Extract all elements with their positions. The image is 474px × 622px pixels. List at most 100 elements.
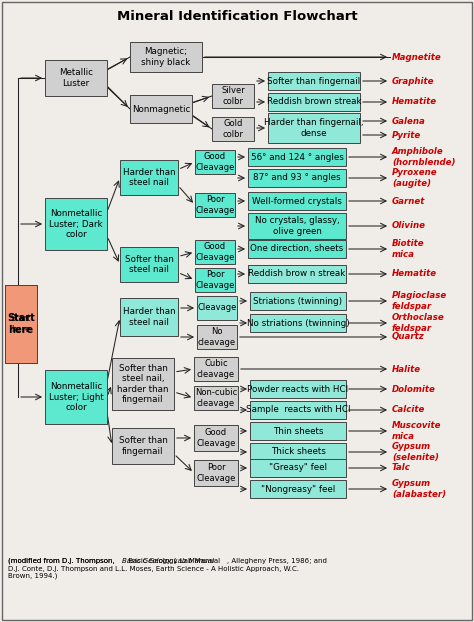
Text: Reddish brown streak: Reddish brown streak (267, 98, 361, 106)
FancyBboxPatch shape (5, 285, 37, 363)
FancyBboxPatch shape (194, 386, 238, 410)
Text: No
cleavage: No cleavage (198, 327, 236, 346)
Text: Softer than
steel nail,
harder than
fingernail: Softer than steel nail, harder than fing… (117, 364, 169, 404)
Text: Calcite: Calcite (392, 406, 425, 414)
FancyBboxPatch shape (112, 358, 174, 410)
Text: Powder reacts with HCl: Powder reacts with HCl (247, 384, 348, 394)
Text: Nonmetallic
Luster; Dark
color: Nonmetallic Luster; Dark color (49, 209, 103, 239)
FancyBboxPatch shape (194, 460, 238, 486)
FancyBboxPatch shape (120, 160, 178, 195)
FancyBboxPatch shape (194, 425, 238, 451)
FancyBboxPatch shape (195, 150, 235, 174)
Text: Start
here: Start here (7, 313, 35, 335)
Text: Softer than
fingernail: Softer than fingernail (118, 436, 167, 456)
Text: Poor
Cleavage: Poor Cleavage (195, 195, 235, 215)
FancyBboxPatch shape (130, 95, 192, 123)
FancyBboxPatch shape (250, 292, 346, 310)
FancyBboxPatch shape (45, 60, 107, 96)
FancyBboxPatch shape (250, 443, 346, 461)
Text: Cubic
cleavage: Cubic cleavage (197, 360, 235, 379)
Text: Pyroxene
(augite): Pyroxene (augite) (392, 169, 438, 188)
Text: Magnetic;
shiny black: Magnetic; shiny black (141, 47, 191, 67)
FancyBboxPatch shape (268, 72, 360, 90)
Text: Good
Cleavage: Good Cleavage (195, 243, 235, 262)
Text: Biotite
mica: Biotite mica (392, 239, 425, 259)
Text: Poor
Cleavage: Poor Cleavage (195, 271, 235, 290)
Text: Garnet: Garnet (392, 197, 425, 205)
Text: Gypsum
(selenite): Gypsum (selenite) (392, 442, 439, 462)
Text: Softer than
steel nail: Softer than steel nail (125, 255, 173, 274)
Text: Olivine: Olivine (392, 221, 426, 231)
FancyBboxPatch shape (250, 480, 346, 498)
FancyBboxPatch shape (268, 93, 360, 111)
FancyBboxPatch shape (248, 213, 346, 239)
FancyBboxPatch shape (248, 148, 346, 166)
FancyBboxPatch shape (248, 192, 346, 210)
Text: Halite: Halite (392, 364, 421, 373)
Text: Pyrite: Pyrite (392, 131, 421, 139)
Text: Harder than
steel nail: Harder than steel nail (123, 168, 175, 187)
Text: Galena: Galena (392, 116, 426, 126)
Text: Cleavage: Cleavage (197, 304, 237, 312)
Text: Hematite: Hematite (392, 269, 437, 279)
Text: 56° and 124 ° angles: 56° and 124 ° angles (251, 152, 344, 162)
Text: (modified from D.J. Thompson,: (modified from D.J. Thompson, (8, 558, 126, 565)
FancyBboxPatch shape (248, 169, 346, 187)
Text: Muscovite
mica: Muscovite mica (392, 421, 441, 441)
Text: Softer than fingernail: Softer than fingernail (267, 77, 361, 85)
Text: No striations (twinning): No striations (twinning) (246, 318, 349, 328)
Text: Striations (twinning): Striations (twinning) (254, 297, 343, 305)
FancyBboxPatch shape (197, 325, 237, 349)
Text: "Nongreasy" feel: "Nongreasy" feel (261, 485, 335, 493)
FancyBboxPatch shape (268, 113, 360, 143)
FancyBboxPatch shape (195, 268, 235, 292)
Text: Amphibole
(hornblende): Amphibole (hornblende) (392, 147, 456, 167)
FancyBboxPatch shape (112, 428, 174, 464)
Text: Gold
colbr: Gold colbr (222, 119, 244, 139)
FancyBboxPatch shape (197, 296, 237, 320)
Text: Well-formed crystals: Well-formed crystals (252, 197, 342, 205)
Text: Quartz: Quartz (392, 333, 425, 341)
FancyBboxPatch shape (195, 193, 235, 217)
Text: Magnetite: Magnetite (392, 52, 442, 62)
FancyBboxPatch shape (5, 285, 37, 363)
Text: Plagioclase
feldspar: Plagioclase feldspar (392, 291, 447, 311)
Text: Mineral Identification Flowchart: Mineral Identification Flowchart (117, 9, 357, 22)
Text: Hematite: Hematite (392, 98, 437, 106)
Text: "Greasy" feel: "Greasy" feel (269, 463, 327, 473)
FancyBboxPatch shape (250, 401, 346, 419)
Text: Thick sheets: Thick sheets (271, 447, 326, 457)
Text: Silver
colbr: Silver colbr (221, 86, 245, 106)
Text: Start
here: Start here (11, 314, 31, 333)
FancyBboxPatch shape (45, 370, 107, 424)
FancyBboxPatch shape (194, 357, 238, 381)
FancyBboxPatch shape (130, 42, 202, 72)
FancyBboxPatch shape (120, 247, 178, 282)
Text: Good
Cleavage: Good Cleavage (196, 429, 236, 448)
FancyBboxPatch shape (250, 459, 346, 477)
FancyBboxPatch shape (250, 422, 346, 440)
FancyBboxPatch shape (248, 240, 346, 258)
Text: Metallic
Luster: Metallic Luster (59, 68, 93, 88)
FancyBboxPatch shape (120, 298, 178, 336)
Text: Thin sheets: Thin sheets (273, 427, 323, 435)
Text: Graphite: Graphite (392, 77, 435, 85)
Text: No crystals, glassy,
olive green: No crystals, glassy, olive green (255, 216, 339, 236)
Text: Harder than
steel nail: Harder than steel nail (123, 307, 175, 327)
Text: Talc: Talc (392, 463, 411, 473)
FancyBboxPatch shape (195, 240, 235, 264)
FancyBboxPatch shape (250, 380, 346, 398)
Text: Poor
Cleavage: Poor Cleavage (196, 463, 236, 483)
FancyBboxPatch shape (250, 314, 346, 332)
Text: 87° and 93 ° angles: 87° and 93 ° angles (253, 174, 341, 182)
FancyBboxPatch shape (212, 84, 254, 108)
Text: (modified from D.J. Thompson,      Basic Geology Lab Manual   , Allegheny Press,: (modified from D.J. Thompson, Basic Geol… (8, 558, 327, 579)
Text: Nonmetallic
Luster; Light
color: Nonmetallic Luster; Light color (49, 382, 103, 412)
Text: Good
Cleavage: Good Cleavage (195, 152, 235, 172)
Text: One direction, sheets: One direction, sheets (250, 244, 344, 254)
Text: Reddish brow n streak: Reddish brow n streak (248, 269, 346, 279)
Text: Harder than fingernail,
dense: Harder than fingernail, dense (264, 118, 364, 137)
Text: Gypsum
(alabaster): Gypsum (alabaster) (392, 480, 446, 499)
Text: Dolomite: Dolomite (392, 384, 436, 394)
Text: Sample  reacts with HCl: Sample reacts with HCl (246, 406, 350, 414)
